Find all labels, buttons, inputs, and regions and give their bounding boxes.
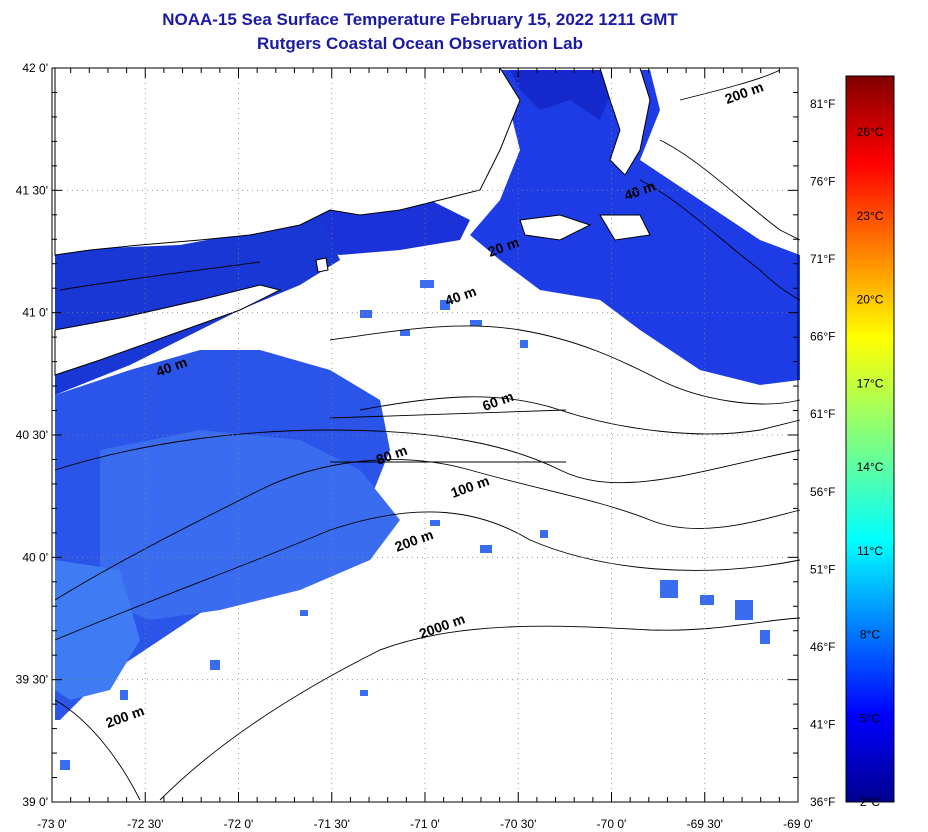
map-subtitle: Rutgers Coastal Ocean Observation Lab [257, 34, 583, 53]
latitude-tick-label: 39 30' [16, 673, 48, 687]
land-cape-cod [599, 67, 651, 176]
fahrenheit-tick-label: 81°F [810, 97, 835, 111]
longitude-tick-label: -69 30' [687, 817, 723, 831]
sst-data-layer [55, 70, 800, 770]
colorbar-tick-label: 8°C [860, 628, 880, 642]
colorbar-tick-label: 11°C [857, 544, 883, 558]
isobath-line [159, 617, 801, 801]
sst-offshore-patch [100, 430, 400, 620]
fahrenheit-tick-label: 76°F [810, 175, 835, 189]
land-nantucket [599, 214, 651, 241]
isobath-line [54, 699, 141, 801]
colorbar-labels: 26°C 23°C 20°C 17°C 14°C 11°C 8°C 5°C 2°C [857, 125, 884, 809]
isobath-line [329, 325, 801, 405]
colorbar-tick-label: 17°C [857, 376, 884, 390]
isobath-line [679, 69, 781, 101]
colorbar-tick-label: 14°C [857, 460, 884, 474]
longitude-tick-label: -70 0' [597, 817, 627, 831]
latitude-tick-label: 40 30' [16, 428, 48, 442]
colorbar-tick-label: 26°C [857, 125, 884, 139]
longitude-tick-label: -69 0' [783, 817, 813, 831]
colorbar-tick-label: 20°C [857, 293, 884, 307]
fahrenheit-tick-label: 51°F [810, 562, 835, 576]
sst-dark-patch [510, 70, 620, 120]
isobath-depth-label: 200 m [103, 702, 146, 731]
map-title: NOAA-15 Sea Surface Temperature February… [162, 10, 678, 29]
land-new-england [54, 67, 521, 256]
isobath-line [329, 409, 567, 419]
land-block-island [315, 257, 329, 273]
isobath-line [59, 261, 261, 291]
latitude-tick-label: 42 0' [22, 61, 48, 75]
isobath-depth-label: 200 m [393, 526, 436, 555]
isobath-depth-label: 2000 m [417, 610, 467, 641]
axis-ticks [51, 67, 799, 803]
latitude-tick-label: 39 0' [22, 795, 48, 809]
longitude-tick-label: -72 30' [127, 817, 163, 831]
longitude-tick-label: -70 30' [500, 817, 536, 831]
colorbar [845, 75, 895, 803]
isobath-line [639, 179, 801, 301]
isobath-line [54, 459, 801, 601]
latitude-labels: 42 0' 41 30' 41 0' 40 30' 40 0' 39 30' 39 0' [16, 61, 48, 809]
colorbar-tick-label: 5°C [860, 711, 880, 725]
longitude-tick-label: -73 0' [37, 817, 67, 831]
colorbar-tick-label: 23°C [857, 209, 884, 223]
colorbar-tick-label: 2°C [860, 795, 880, 809]
fahrenheit-labels: 81°F 76°F 71°F 66°F 61°F 56°F 51°F 46°F 41°F 36°F [810, 97, 835, 809]
longitude-tick-label: -71 0' [410, 817, 440, 831]
land-layer [54, 67, 651, 376]
latitude-tick-label: 40 0' [22, 550, 48, 564]
isobath-depth-label: 40 m [443, 283, 478, 309]
fahrenheit-tick-label: 36°F [810, 795, 835, 809]
land-long-island [54, 284, 282, 376]
land-marthas-vineyard [519, 214, 592, 241]
fahrenheit-tick-label: 46°F [810, 640, 835, 654]
longitude-tick-label: -71 30' [314, 817, 350, 831]
isobath-line [54, 429, 801, 484]
isobath-layer [54, 69, 801, 801]
isobath-depth-label: 60 m [480, 388, 515, 414]
isobath-line [54, 511, 801, 641]
isobath-line [659, 139, 801, 241]
fahrenheit-tick-label: 71°F [810, 252, 835, 266]
fahrenheit-tick-label: 61°F [810, 407, 835, 421]
latitude-tick-label: 41 0' [22, 306, 48, 320]
fahrenheit-tick-label: 56°F [810, 485, 835, 499]
longitude-tick-label: -72 0' [224, 817, 254, 831]
fahrenheit-tick-label: 66°F [810, 330, 835, 344]
latitude-tick-label: 41 30' [16, 183, 48, 197]
longitude-labels: -73 0' -72 30' -72 0' -71 30' -71 0' -70 30' -… [37, 817, 813, 831]
sst-scattered-pixels [60, 280, 770, 770]
sst-shelf-patch [55, 560, 140, 700]
isobath-line [359, 396, 801, 435]
isobath-depth-label: 100 m [449, 472, 492, 501]
fahrenheit-tick-label: 41°F [810, 717, 835, 731]
